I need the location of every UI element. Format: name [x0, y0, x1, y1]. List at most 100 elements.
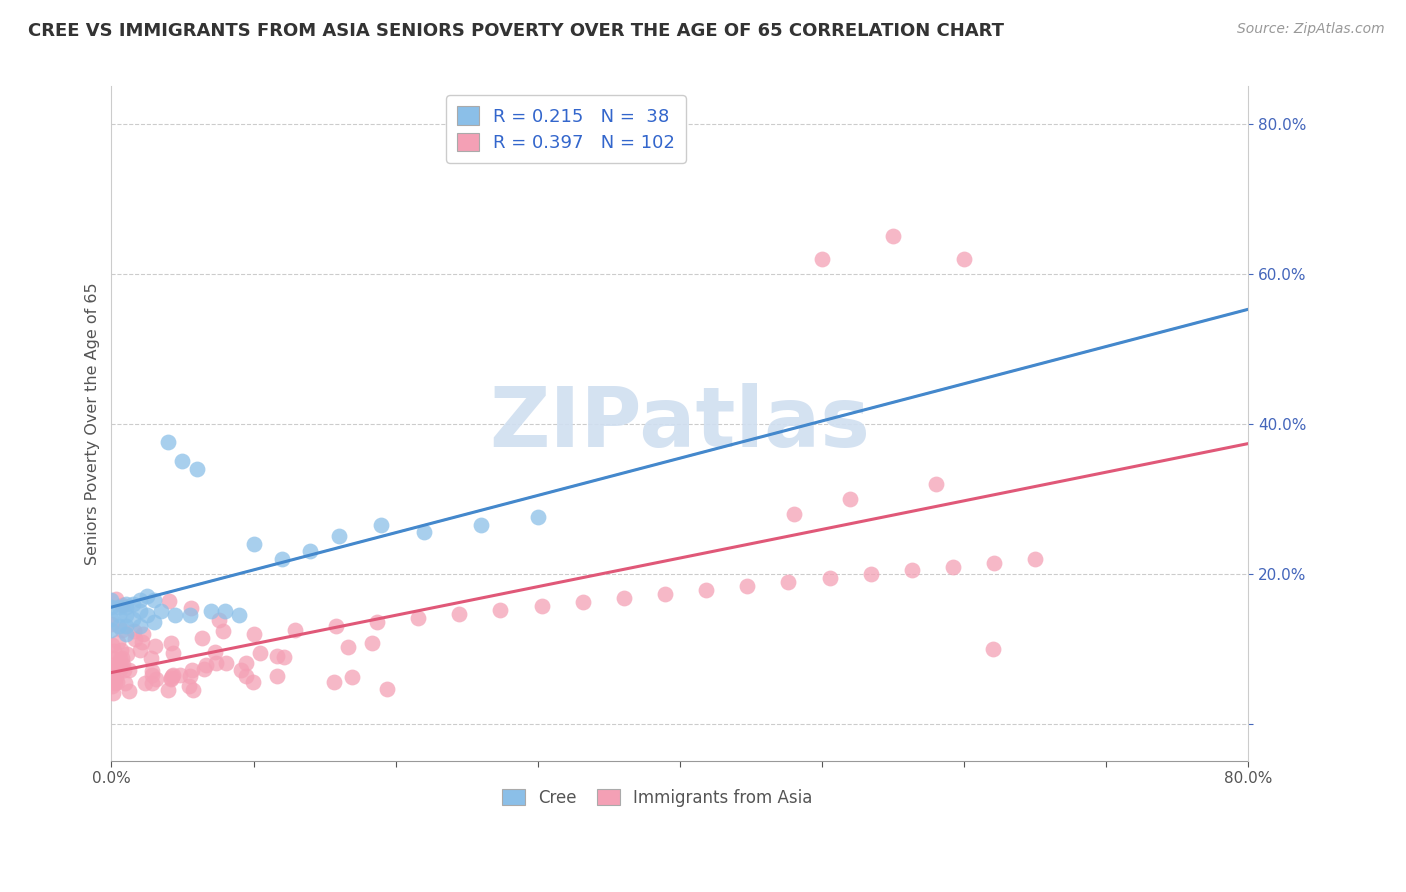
Point: [782, 507, 804, 521]
Y-axis label: Seniors Poverty Over the Age of 65: Seniors Poverty Over the Age of 65: [86, 283, 100, 565]
Point: [110, 642, 132, 657]
Point: [180, 601, 202, 615]
Point: [204, 645, 226, 659]
Point: [107, 607, 129, 622]
Point: [470, 517, 492, 532]
Point: [143, 615, 166, 630]
Point: [571, 595, 593, 609]
Point: [235, 656, 257, 670]
Point: [325, 619, 347, 633]
Point: [160, 668, 183, 682]
Point: [157, 682, 180, 697]
Point: [242, 626, 264, 640]
Point: [162, 668, 184, 682]
Point: [375, 681, 398, 696]
Point: [107, 619, 129, 633]
Point: [139, 650, 162, 665]
Point: [370, 517, 392, 532]
Point: [266, 649, 288, 664]
Text: CREE VS IMMIGRANTS FROM ASIA SENIORS POVERTY OVER THE AGE OF 65 CORRELATION CHAR: CREE VS IMMIGRANTS FROM ASIA SENIORS POV…: [28, 22, 1004, 40]
Point: [100, 617, 122, 632]
Point: [101, 664, 124, 678]
Point: [882, 229, 904, 244]
Point: [735, 579, 758, 593]
Point: [195, 657, 218, 672]
Point: [134, 676, 156, 690]
Point: [983, 556, 1005, 570]
Point: [114, 619, 136, 633]
Point: [129, 642, 152, 657]
Point: [100, 593, 122, 607]
Point: [179, 669, 201, 683]
Point: [105, 659, 128, 673]
Point: [859, 567, 882, 582]
Point: [181, 683, 204, 698]
Point: [114, 607, 136, 622]
Point: [299, 544, 322, 558]
Point: [953, 252, 976, 266]
Legend: Cree, Immigrants from Asia: Cree, Immigrants from Asia: [495, 782, 820, 814]
Point: [526, 510, 548, 524]
Point: [114, 676, 136, 690]
Point: [818, 571, 841, 585]
Point: [128, 604, 150, 618]
Point: [100, 600, 122, 615]
Point: [413, 525, 436, 540]
Point: [271, 551, 294, 566]
Point: [107, 600, 129, 615]
Point: [249, 646, 271, 660]
Point: [778, 575, 800, 590]
Point: [141, 667, 163, 681]
Point: [214, 604, 236, 618]
Point: [124, 632, 146, 646]
Point: [101, 650, 124, 665]
Point: [100, 679, 122, 693]
Point: [322, 674, 344, 689]
Point: [136, 589, 159, 603]
Point: [172, 454, 194, 468]
Point: [177, 679, 200, 693]
Point: [266, 669, 288, 683]
Point: [449, 607, 471, 621]
Point: [145, 673, 167, 687]
Point: [839, 491, 862, 506]
Point: [101, 686, 124, 700]
Point: [186, 461, 208, 475]
Point: [159, 635, 181, 649]
Point: [180, 663, 202, 677]
Point: [114, 597, 136, 611]
Point: [100, 666, 122, 681]
Point: [122, 624, 145, 639]
Point: [366, 615, 388, 629]
Point: [235, 669, 257, 683]
Point: [157, 435, 180, 450]
Point: [981, 641, 1004, 656]
Point: [100, 638, 122, 652]
Point: [107, 635, 129, 649]
Point: [242, 675, 264, 690]
Point: [530, 599, 553, 613]
Point: [273, 649, 295, 664]
Point: [342, 670, 364, 684]
Point: [114, 664, 136, 678]
Point: [165, 607, 187, 622]
Point: [200, 604, 222, 618]
Point: [360, 635, 382, 649]
Text: Source: ZipAtlas.com: Source: ZipAtlas.com: [1237, 22, 1385, 37]
Point: [143, 593, 166, 607]
Point: [489, 603, 512, 617]
Point: [103, 643, 125, 657]
Point: [111, 623, 134, 637]
Point: [131, 627, 153, 641]
Point: [114, 600, 136, 615]
Point: [406, 611, 429, 625]
Point: [654, 587, 676, 601]
Point: [114, 626, 136, 640]
Point: [193, 662, 215, 676]
Point: [1024, 551, 1046, 566]
Point: [162, 646, 184, 660]
Point: [141, 664, 163, 678]
Point: [110, 662, 132, 676]
Point: [159, 671, 181, 685]
Point: [110, 599, 132, 613]
